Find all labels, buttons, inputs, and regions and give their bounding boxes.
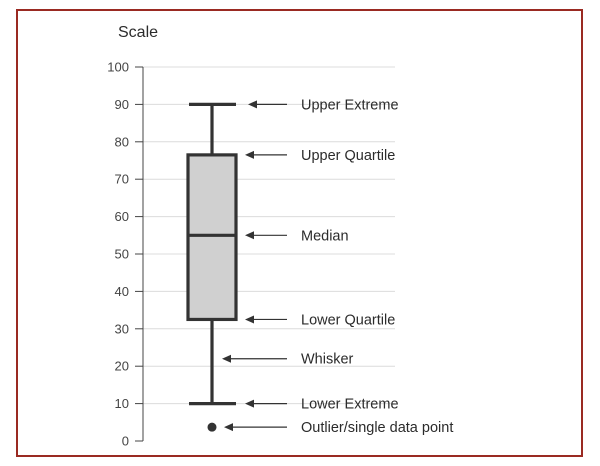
tick-label-0: 0 <box>122 434 129 449</box>
tick-label-70: 70 <box>115 172 129 187</box>
outlier-point <box>207 422 217 432</box>
annotation-lower-quartile: Lower Quartile <box>301 312 395 328</box>
tick-label-90: 90 <box>115 97 129 112</box>
y-axis-ticks: 0 10 20 30 40 50 60 70 80 90 100 <box>107 60 143 449</box>
arrowhead-whisker <box>222 354 231 363</box>
tick-label-60: 60 <box>115 209 129 224</box>
annotation-upper-extreme: Upper Extreme <box>301 97 399 113</box>
tick-label-40: 40 <box>115 284 129 299</box>
tick-label-50: 50 <box>115 247 129 262</box>
annotations: Upper Extreme Upper Quartile Median Lower Q… <box>222 97 453 436</box>
annotation-lower-extreme: Lower Extreme <box>301 397 399 413</box>
annotation-upper-quartile: Upper Quartile <box>301 148 395 164</box>
arrowhead-upper-quartile <box>245 150 254 159</box>
interquartile-box <box>186 153 238 322</box>
scale-title: Scale <box>118 24 158 41</box>
annotation-whisker: Whisker <box>301 352 354 368</box>
tick-label-80: 80 <box>115 134 129 149</box>
tick-label-10: 10 <box>115 396 129 411</box>
annotation-outlier-single-data-point: Outlier/single data point <box>301 420 453 436</box>
annotation-median: Median <box>301 228 349 244</box>
arrowhead-lower-quartile <box>245 315 254 324</box>
diagram-frame <box>16 9 583 457</box>
arrowhead-lower-extreme <box>245 399 254 408</box>
arrowhead-upper-extreme <box>248 100 257 109</box>
arrowhead-median <box>245 231 254 240</box>
box-plot <box>186 102 238 432</box>
tick-label-100: 100 <box>107 60 129 75</box>
arrowhead-outlier-single-data-point <box>224 423 233 432</box>
tick-label-20: 20 <box>115 359 129 374</box>
tick-label-30: 30 <box>115 321 129 336</box>
